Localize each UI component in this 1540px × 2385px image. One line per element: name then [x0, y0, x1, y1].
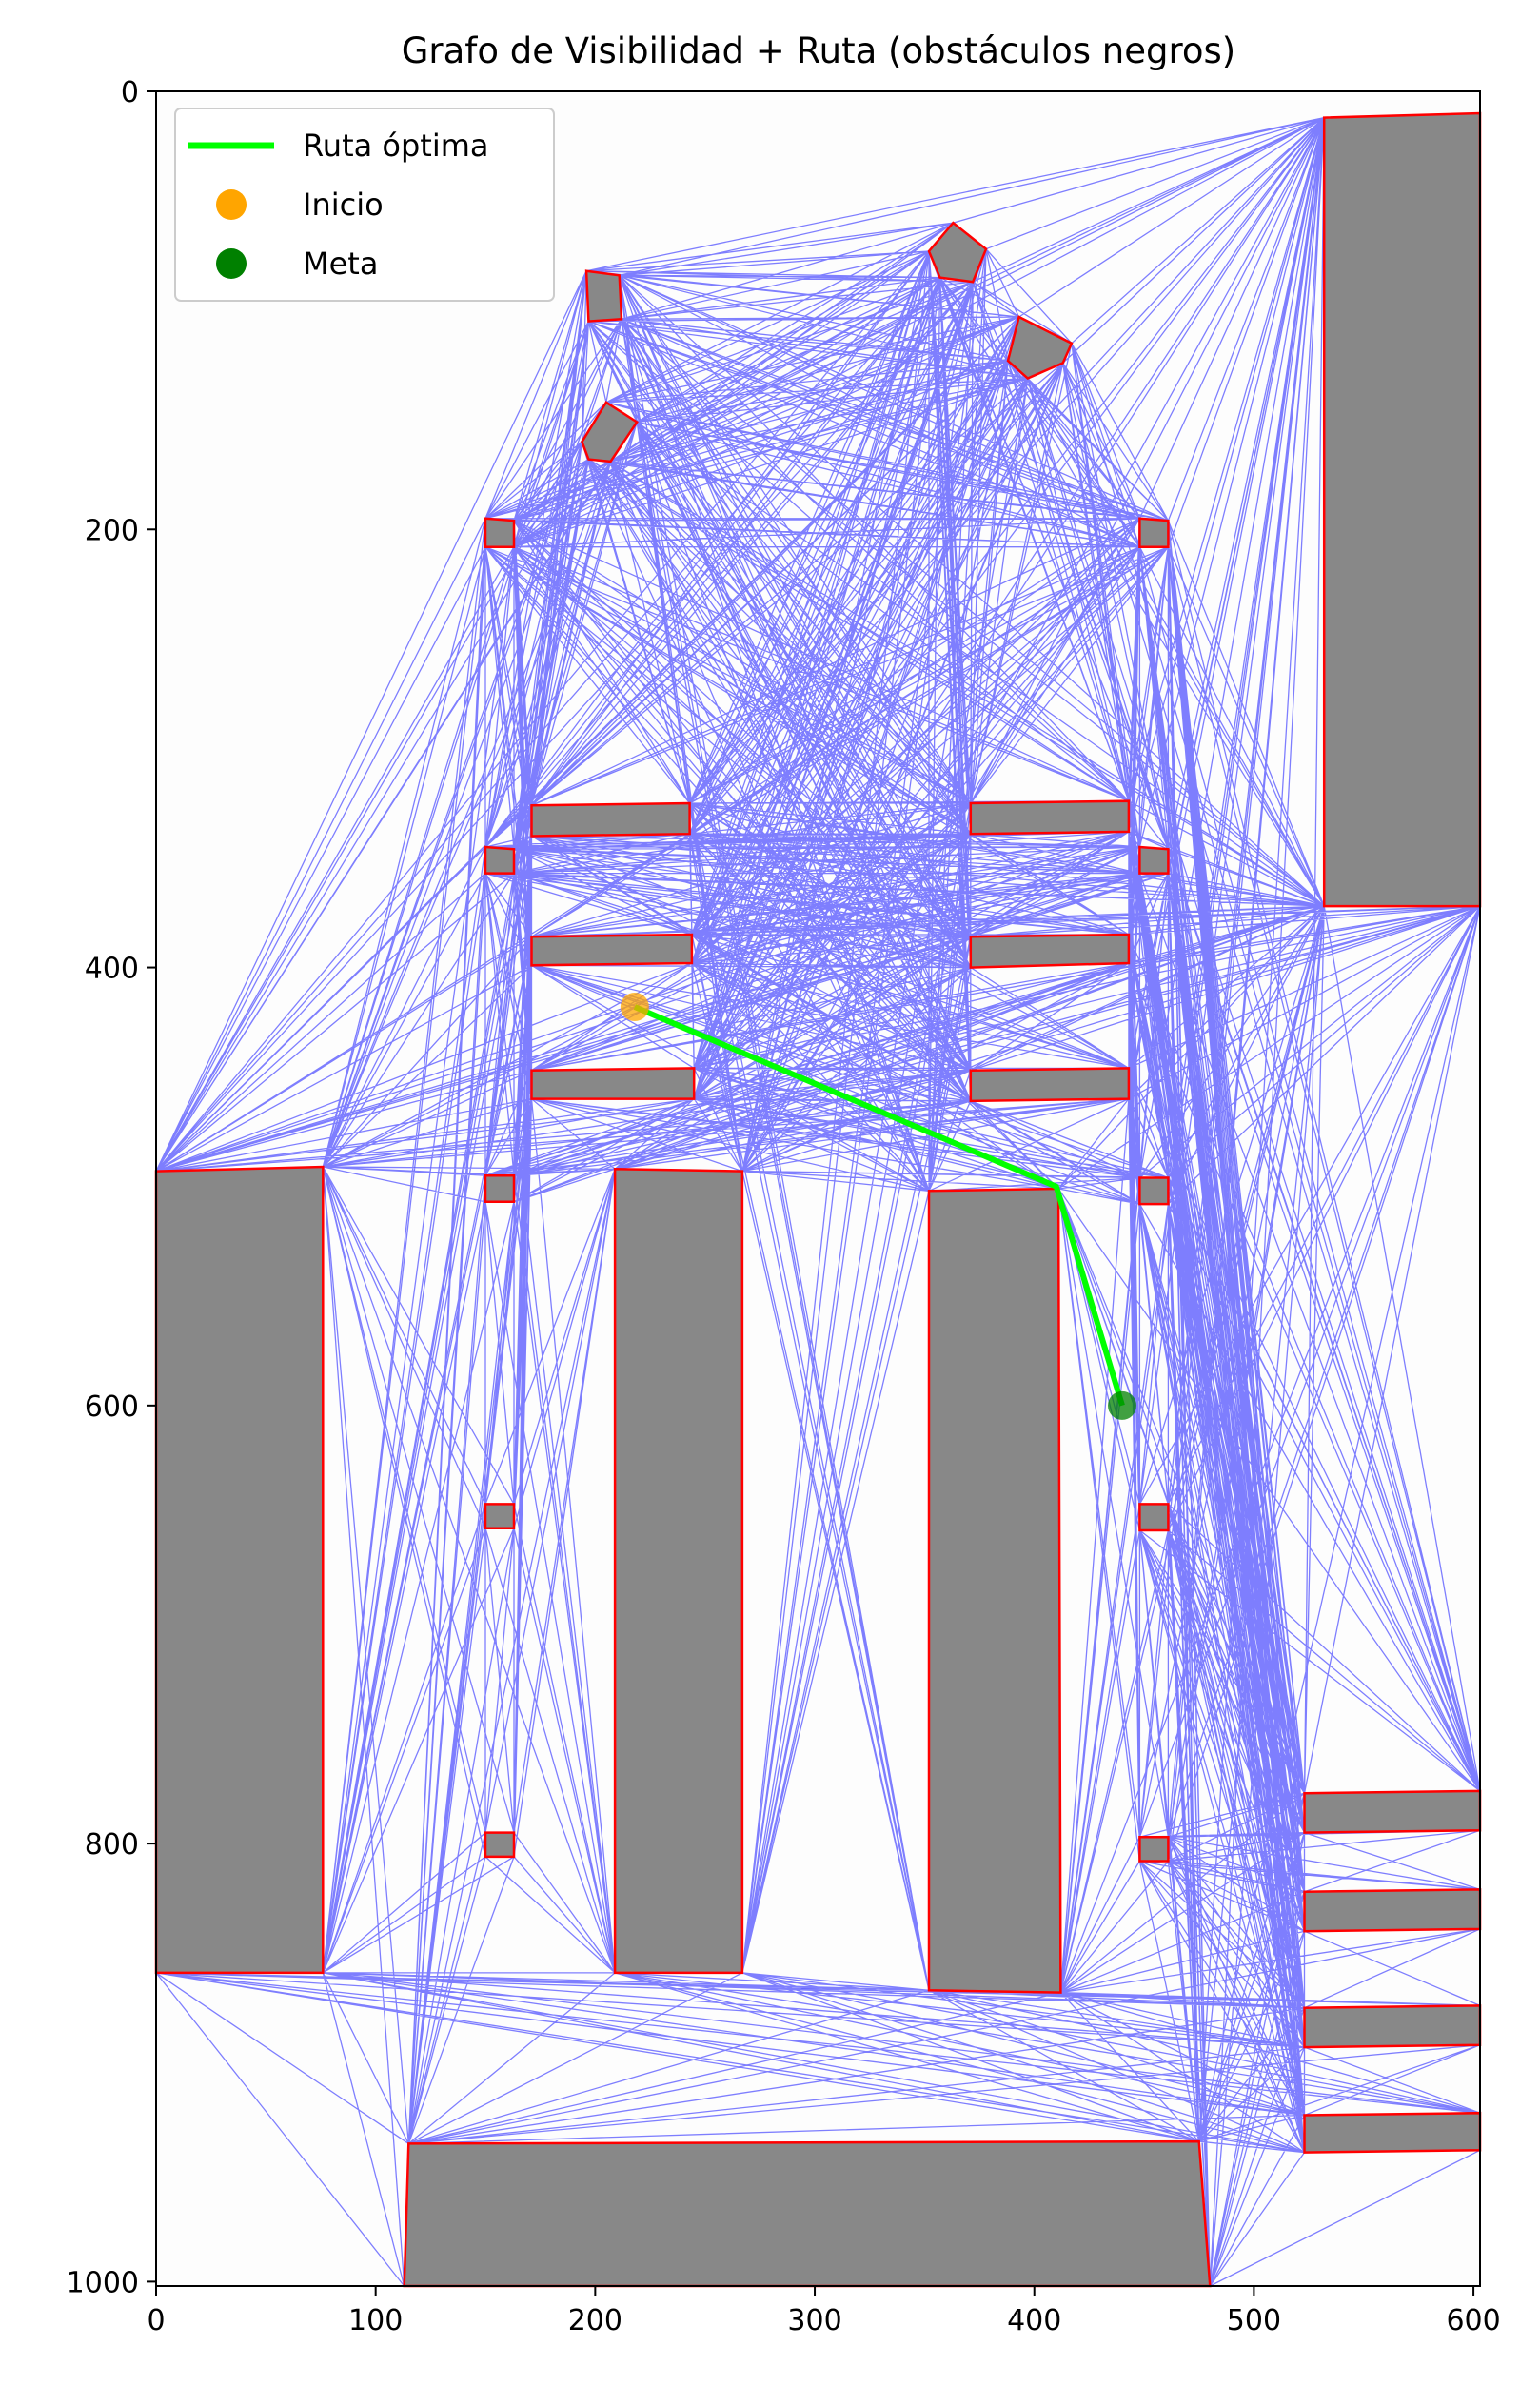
x-tick-label: 0 — [147, 2304, 165, 2337]
obstacle — [969, 1067, 1131, 1103]
obstacle — [403, 2139, 1212, 2288]
legend-label: Meta — [303, 246, 378, 282]
obstacle — [484, 1503, 516, 1529]
obstacle — [1138, 1503, 1170, 1532]
y-tick-label: 1000 — [67, 2266, 139, 2299]
obstacle — [969, 933, 1131, 969]
obstacle — [484, 1173, 516, 1204]
x-tick-label: 400 — [1007, 2304, 1061, 2337]
legend-marker-swatch — [216, 189, 247, 220]
obstacle — [484, 845, 516, 875]
legend: Ruta óptima Inicio Meta — [174, 108, 555, 302]
optimal-route-line — [633, 1004, 1125, 1407]
obstacle — [1138, 517, 1170, 548]
obstacle — [1303, 1888, 1482, 1933]
obstacle — [1303, 1789, 1482, 1834]
obstacle — [1303, 2111, 1482, 2154]
y-tick-label: 600 — [85, 1390, 139, 1424]
obstacle — [969, 799, 1131, 836]
obstacle — [1138, 1835, 1170, 1863]
legend-box — [174, 108, 555, 302]
obstacle — [484, 517, 516, 548]
x-tick-label: 200 — [568, 2304, 622, 2337]
y-axis: 0 200 400 600 800 1000 — [67, 76, 156, 2299]
obstacle — [530, 1067, 696, 1100]
x-tick-label: 500 — [1227, 2304, 1281, 2337]
obstacle — [484, 1831, 516, 1859]
obstacle — [584, 269, 623, 323]
goal-marker — [1107, 1390, 1136, 1420]
y-tick-label: 200 — [85, 514, 139, 547]
legend-marker-swatch — [216, 248, 247, 279]
route-layer — [620, 992, 1136, 1420]
obstacle — [581, 401, 639, 463]
x-axis: 0 100 200 300 400 500 600 — [147, 2286, 1501, 2337]
x-tick-label: 100 — [348, 2304, 403, 2337]
start-marker — [620, 992, 649, 1021]
legend-label: Inicio — [303, 187, 384, 223]
obstacle — [530, 933, 694, 967]
y-tick-label: 800 — [85, 1828, 139, 1862]
legend-label: Ruta óptima — [303, 128, 489, 164]
obstacle — [927, 221, 988, 284]
chart-title: Grafo de Visibilidad + Ruta (obstáculos … — [402, 30, 1235, 71]
obstacle — [927, 1187, 1062, 1994]
obstacle — [1138, 1176, 1170, 1206]
obstacle — [1303, 2004, 1482, 2049]
plot-frame — [155, 90, 1481, 2287]
y-tick-label: 0 — [121, 76, 139, 109]
x-tick-label: 300 — [787, 2304, 841, 2337]
obstacle — [154, 1165, 325, 1975]
obstacle — [530, 801, 691, 838]
obstacles — [154, 111, 1482, 2288]
obstacle — [613, 1168, 744, 1975]
obstacle — [1138, 845, 1170, 875]
x-tick-label: 600 — [1446, 2304, 1500, 2337]
y-tick-label: 400 — [85, 953, 139, 986]
obstacle — [1006, 315, 1074, 380]
obstacle — [1322, 111, 1482, 908]
